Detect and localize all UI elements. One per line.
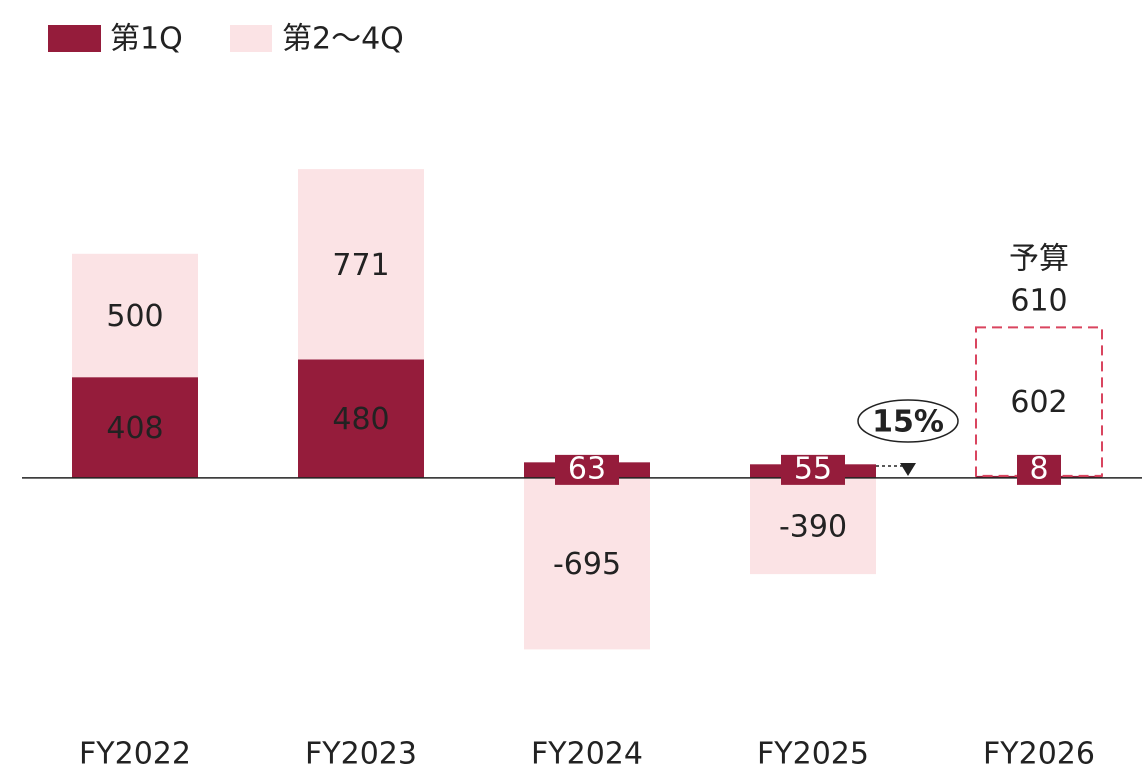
value-label-badge <box>1017 454 1061 485</box>
bar <box>72 377 198 478</box>
value-label: 602 <box>1010 385 1067 420</box>
value-label: 8 <box>1029 451 1048 486</box>
bar <box>72 253 198 378</box>
legend-swatch <box>48 25 101 52</box>
value-label: 55 <box>794 451 832 486</box>
value-label-badge <box>781 454 845 485</box>
growth-label: 15% <box>872 405 944 440</box>
legend-label: 第1Q <box>110 22 183 57</box>
legend-swatch <box>230 25 272 52</box>
value-label: -695 <box>553 547 621 582</box>
x-tick-label: FY2026 <box>983 737 1095 772</box>
value-label: 480 <box>332 402 389 437</box>
x-tick-label: FY2024 <box>531 737 643 772</box>
bar <box>298 169 424 360</box>
value-label: -390 <box>779 510 847 545</box>
bar <box>524 477 650 650</box>
x-tick-label: FY2025 <box>757 737 869 772</box>
budget-value: 610 <box>1010 284 1067 319</box>
bar <box>298 359 424 478</box>
value-label: 771 <box>332 248 389 283</box>
value-label: 63 <box>568 451 606 486</box>
x-tick-label: FY2022 <box>79 737 191 772</box>
value-label: 408 <box>106 411 163 446</box>
budget-label: 予算 <box>1009 242 1069 277</box>
bar <box>750 477 876 575</box>
x-tick-label: FY2023 <box>305 737 417 772</box>
legend-label: 第2～4Q <box>282 22 404 57</box>
value-label: 500 <box>106 299 163 334</box>
value-label-badge <box>555 454 619 485</box>
growth-arrowhead <box>900 463 916 476</box>
growth-oval <box>857 399 959 443</box>
